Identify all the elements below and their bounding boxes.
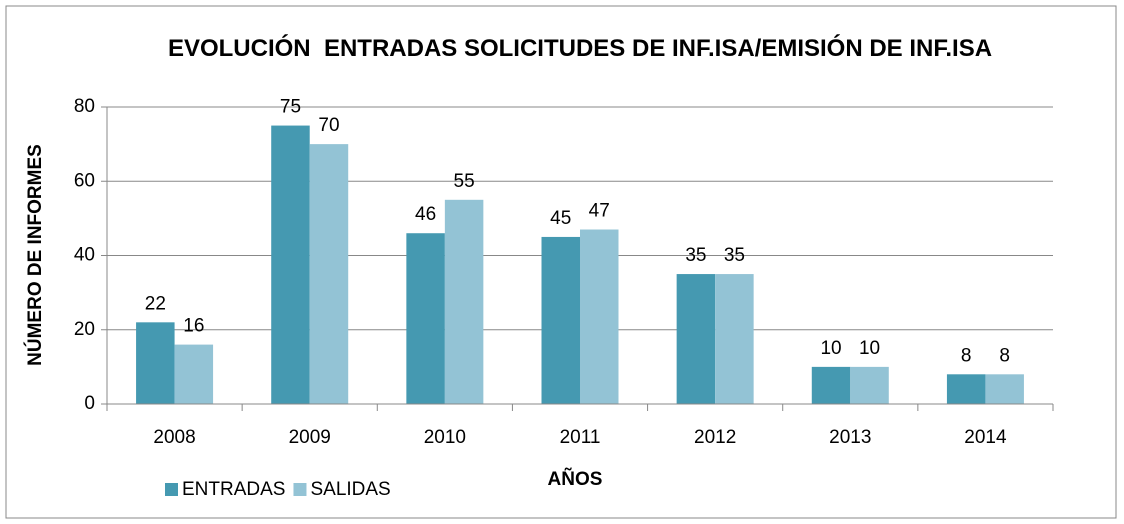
bar [580, 229, 619, 404]
chart-title: EVOLUCIÓN ENTRADAS SOLICITUDES DE INF.IS… [167, 35, 993, 62]
data-label: 35 [685, 245, 706, 266]
bar [715, 274, 754, 404]
y-tick-label: 20 [74, 319, 95, 340]
x-axis-label: AÑOS [548, 468, 603, 490]
data-label: 45 [550, 208, 571, 229]
bar [811, 366, 851, 404]
data-label: 10 [859, 338, 880, 359]
bar [444, 199, 484, 404]
data-label: 70 [318, 115, 339, 136]
y-tick-label: 0 [84, 393, 95, 414]
bar [174, 344, 214, 404]
bar [850, 366, 889, 404]
x-tick-label: 2014 [964, 427, 1007, 448]
y-tick-label: 60 [74, 170, 95, 191]
data-label: 47 [589, 201, 610, 222]
x-tick-label: 2013 [829, 427, 871, 448]
bar [136, 322, 175, 404]
data-label: 8 [999, 345, 1010, 366]
data-label: 35 [724, 245, 745, 266]
data-label: 10 [820, 338, 841, 359]
x-tick-label: 2010 [424, 427, 466, 448]
bar [985, 374, 1024, 404]
bar [946, 374, 986, 404]
bar [676, 274, 716, 404]
y-axis-label: NÚMERO DE INFORMES [24, 144, 46, 366]
x-tick-label: 2009 [289, 427, 331, 448]
data-label: 16 [183, 316, 204, 337]
legend-label: SALIDAS [310, 479, 390, 500]
data-label: 8 [961, 345, 972, 366]
data-label: 75 [280, 97, 301, 118]
data-label: 46 [415, 204, 436, 225]
data-label: 55 [454, 171, 475, 192]
bar [309, 144, 349, 404]
y-tick-label: 40 [74, 245, 95, 266]
x-tick-label: 2008 [153, 427, 195, 448]
data-label: 22 [145, 293, 166, 314]
legend-swatch [293, 483, 307, 496]
legend-swatch [165, 483, 178, 496]
bar [541, 236, 580, 404]
legend-label: ENTRADAS [182, 479, 285, 500]
bar [406, 233, 445, 404]
y-tick-label: 80 [74, 96, 95, 117]
x-tick-label: 2011 [560, 427, 601, 448]
x-tick-label: 2012 [694, 427, 736, 448]
bar [271, 125, 310, 404]
